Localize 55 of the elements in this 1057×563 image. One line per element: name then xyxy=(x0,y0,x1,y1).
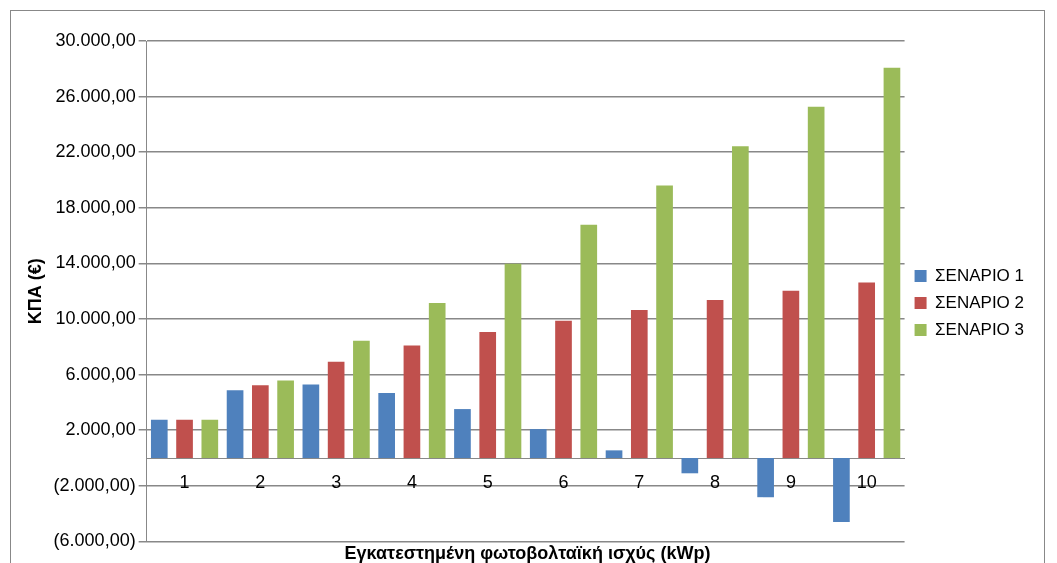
bar xyxy=(226,390,244,458)
x-tick-label: 6 xyxy=(558,471,569,492)
bar xyxy=(302,384,320,458)
y-tick-label: 10.000,00 xyxy=(55,307,136,328)
bar xyxy=(782,290,800,458)
y-tick-label: 22.000,00 xyxy=(55,141,136,162)
bar xyxy=(529,429,547,458)
bar xyxy=(681,458,699,474)
x-tick-label: 3 xyxy=(331,471,342,492)
x-tick-label: 2 xyxy=(255,471,266,492)
bar xyxy=(605,450,623,458)
bar xyxy=(378,393,395,458)
x-tick-label: 4 xyxy=(406,471,417,492)
bar xyxy=(479,331,497,458)
bar xyxy=(555,320,572,458)
bar xyxy=(883,67,901,458)
bar xyxy=(833,458,850,523)
bar xyxy=(353,340,370,458)
bar xyxy=(201,419,219,458)
y-tick-label: (6.000,00) xyxy=(53,530,136,551)
y-tick-label: 14.000,00 xyxy=(55,252,136,273)
y-tick-label: 2.000,00 xyxy=(65,419,136,440)
y-axis-title: ΚΠΑ (€) xyxy=(24,258,45,325)
x-tick-label: 5 xyxy=(482,471,493,492)
bar xyxy=(807,106,825,458)
bar xyxy=(580,224,598,458)
bar xyxy=(327,361,345,458)
y-tick-label: (2.000,00) xyxy=(53,474,136,495)
x-tick-label: 8 xyxy=(710,471,721,492)
y-tick-label: 6.000,00 xyxy=(65,363,136,384)
bar xyxy=(656,185,673,458)
legend-label: ΣΕΝΑΡΙΟ 3 xyxy=(935,319,1025,339)
bar xyxy=(732,146,749,458)
x-axis-title: Εγκατεστημένη φωτοβολταϊκή ισχύς (kWp) xyxy=(344,543,711,563)
bar xyxy=(176,419,193,458)
y-tick-label: 26.000,00 xyxy=(55,85,136,106)
bar xyxy=(630,310,648,458)
x-tick-label: 7 xyxy=(634,471,645,492)
bar xyxy=(504,263,522,458)
x-tick-label: 9 xyxy=(785,471,796,492)
bar xyxy=(706,300,724,458)
bar xyxy=(277,380,294,458)
x-tick-label: 1 xyxy=(179,471,190,492)
bar xyxy=(757,458,774,498)
legend-label: ΣΕΝΑΡΙΟ 1 xyxy=(935,265,1025,285)
bar xyxy=(428,302,446,458)
legend-label: ΣΕΝΑΡΙΟ 2 xyxy=(935,292,1025,312)
bar xyxy=(403,345,421,458)
bar xyxy=(454,409,471,458)
bar xyxy=(858,282,876,458)
y-tick-label: 18.000,00 xyxy=(55,196,136,217)
y-tick-label: 30.000,00 xyxy=(55,29,136,50)
bar xyxy=(252,385,269,458)
bar xyxy=(150,419,168,458)
x-tick-label: 10 xyxy=(856,471,877,492)
